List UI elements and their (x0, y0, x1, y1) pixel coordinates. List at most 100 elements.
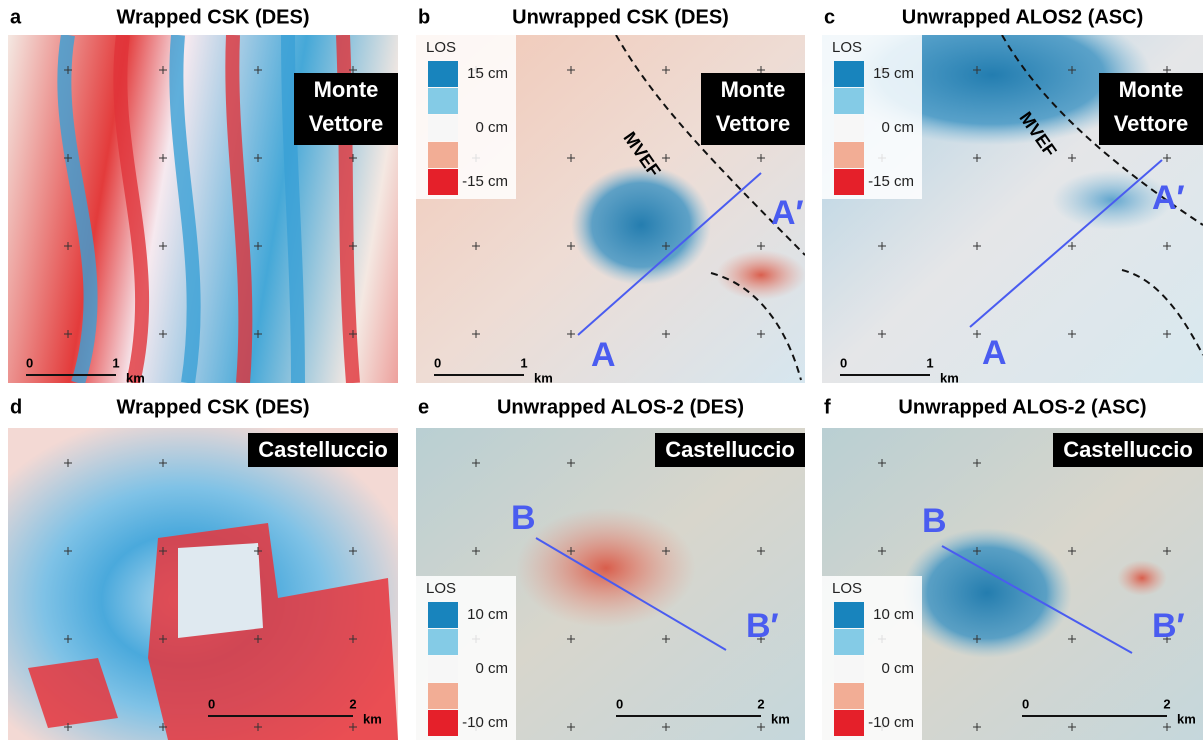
profile-start: A (982, 334, 1007, 372)
legend: LOS 10 cm 0 cm -10 cm (822, 576, 922, 740)
legend-swatch (834, 629, 864, 655)
legend-swatch (428, 602, 458, 628)
figure: a Wrapped CSK (DES) Monte Vettore 0 1 km b Unwra… (0, 0, 1203, 744)
panel: bUnwrapped CSK (DES)MVEFMonteVettoreLOS1… (416, 6, 806, 385)
place-label: Monte (314, 77, 379, 102)
profile-start: A (591, 336, 616, 374)
legend: LOS 15 cm 0 cm -15 cm (416, 35, 516, 199)
legend-label: 0 cm (881, 119, 914, 136)
profile-start: B (922, 502, 947, 540)
legend-swatch (428, 142, 458, 168)
scale-unit: km (534, 370, 553, 385)
legend-label: 15 cm (467, 65, 508, 82)
anomaly (571, 165, 711, 285)
place-label: Castelluccio (1063, 437, 1193, 462)
legend-swatch (834, 710, 864, 736)
white-patch (178, 543, 263, 638)
profile-end: A′ (1152, 179, 1185, 217)
anomaly (716, 250, 806, 300)
legend-title: LOS (832, 580, 862, 597)
legend-label: 0 cm (475, 660, 508, 677)
anomaly (516, 508, 696, 628)
profile-end: B′ (1152, 607, 1185, 645)
legend-label: -15 cm (462, 173, 508, 190)
panel-title: Unwrapped CSK (DES) (512, 6, 729, 28)
panel-title: Unwrapped ALOS2 (ASC) (902, 6, 1144, 28)
scale-end: 1 (520, 355, 527, 370)
panel-title: Wrapped CSK (DES) (117, 6, 310, 28)
legend-swatch (428, 710, 458, 736)
panel: dWrapped CSK (DES)Castelluccio02km (8, 396, 398, 740)
legend-swatch (834, 169, 864, 195)
legend-label: 10 cm (467, 606, 508, 623)
scale-end: 2 (349, 696, 356, 711)
panel-title: Wrapped CSK (DES) (117, 396, 310, 418)
scale-unit: km (771, 711, 790, 726)
legend-swatch (834, 602, 864, 628)
anomaly (1117, 560, 1167, 596)
panel-letter: f (824, 396, 831, 418)
legend-swatch (428, 629, 458, 655)
legend-swatch (428, 61, 458, 87)
place-label: Vettore (309, 111, 384, 136)
panel: e Unwrapped ALOS-2 (DES) Castelluccio LOS 10… (416, 396, 805, 740)
legend-label: 10 cm (873, 606, 914, 623)
legend-title: LOS (426, 580, 456, 597)
legend-label: 15 cm (873, 65, 914, 82)
legend: LOS 10 cm 0 cm -10 cm (416, 576, 516, 740)
map: Monte Vettore 0 1 km (8, 35, 398, 385)
legend-label: 0 cm (881, 660, 914, 677)
scale-unit: km (940, 370, 959, 385)
scale-start: 0 (616, 696, 623, 711)
panel-title: Unwrapped ALOS-2 (DES) (497, 396, 744, 418)
legend-title: LOS (832, 39, 862, 56)
map: Castelluccio LOS 10 cm 0 cm -10 cm B B′ 0 2 km (822, 428, 1203, 740)
legend-label: -10 cm (868, 714, 914, 731)
place-label: Vettore (1114, 111, 1189, 136)
scale-start: 0 (434, 355, 441, 370)
map: MVEFMonteVettoreLOS15 cm0 cm-15 cmAA′01k… (416, 35, 806, 385)
panel: f Unwrapped ALOS-2 (ASC) Castelluccio LOS 10… (822, 396, 1203, 740)
place-label: Castelluccio (665, 437, 795, 462)
legend-swatch (834, 61, 864, 87)
legend-label: -10 cm (462, 714, 508, 731)
panel-letter: b (418, 6, 430, 28)
legend: LOS15 cm0 cm-15 cm (822, 35, 922, 199)
profile-end: B′ (746, 607, 779, 645)
legend-label: 0 cm (475, 119, 508, 136)
scale-end: 2 (1163, 696, 1170, 711)
place-label: Castelluccio (258, 437, 388, 462)
panel-title: Unwrapped ALOS-2 (ASC) (898, 396, 1146, 418)
panel-letter: a (10, 6, 22, 28)
panel-letter: c (824, 6, 835, 28)
legend-swatch (428, 169, 458, 195)
legend-swatch (428, 656, 458, 682)
profile-start: B (511, 499, 536, 537)
legend-swatch (428, 683, 458, 709)
place-label: Monte (1119, 77, 1184, 102)
scale-start: 0 (26, 355, 33, 370)
profile-end: A′ (771, 194, 804, 232)
legend-swatch (834, 88, 864, 114)
legend-swatch (834, 115, 864, 141)
panel: cUnwrapped ALOS2 (ASC)MVEFMonteVettoreLO… (822, 5, 1203, 385)
scale-end: 1 (926, 355, 933, 370)
scale-start: 0 (1022, 696, 1029, 711)
scale-unit: km (126, 370, 145, 385)
scale-end: 1 (112, 355, 119, 370)
scale-start: 0 (208, 696, 215, 711)
map: Castelluccio LOS 10 cm 0 cm -10 cm B B′ 0 2 km (416, 428, 805, 740)
place-label: Monte (721, 77, 786, 102)
panel-letter: e (418, 396, 429, 418)
legend-title: LOS (426, 39, 456, 56)
scale-unit: km (1177, 711, 1196, 726)
scale-end: 2 (757, 696, 764, 711)
legend-swatch (834, 142, 864, 168)
panel-letter: d (10, 396, 22, 418)
legend-swatch (428, 88, 458, 114)
legend-swatch (428, 115, 458, 141)
place-label: Vettore (716, 111, 791, 136)
legend-swatch (834, 656, 864, 682)
